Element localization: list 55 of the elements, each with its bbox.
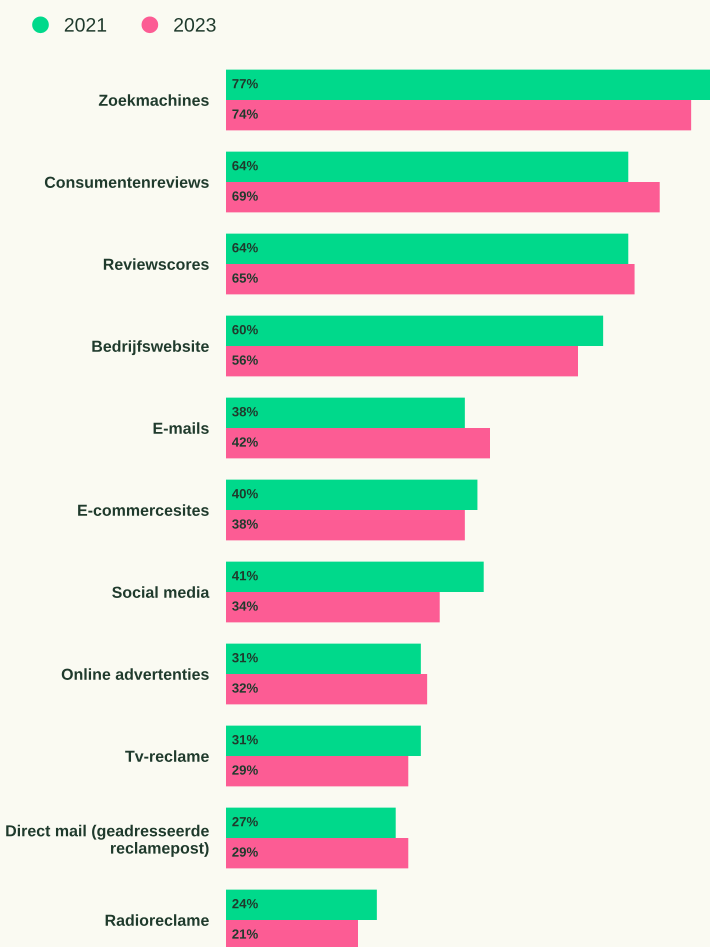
data-label: 32% [232,683,258,693]
y-tick-label: Reviewscores [104,258,209,270]
y-tick-label: Zoekmachines [98,94,209,106]
bar [226,838,408,868]
data-label: 21% [232,929,258,939]
bar [226,562,484,592]
data-label: 64% [232,243,258,252]
bar [226,70,710,100]
bar [226,644,421,674]
data-label: 77% [232,79,258,88]
bar [226,100,692,130]
y-tick-label: Radioreclame [106,914,209,926]
y-tick-label: E-commercesites [78,504,209,516]
data-label: 31% [232,735,258,744]
bar [226,674,428,704]
y-tick-label: Social media [112,586,210,598]
data-label: 69% [232,191,258,201]
data-label: 65% [232,273,258,283]
bar [226,346,578,376]
bar [226,428,490,458]
data-label: 24% [232,899,258,908]
bar [226,264,635,294]
data-label: 38% [232,519,258,529]
y-tick-label: Direct mail (geadresseerde reclamepost) [6,824,209,857]
data-label: 29% [232,847,258,857]
bar [226,480,478,510]
y-tick-label: Bedrijfswebsite [92,340,209,356]
bar [226,182,660,212]
data-label: 40% [232,489,258,498]
y-tick-label: Online advertenties [62,668,209,680]
bar [226,398,465,428]
bar [226,756,408,786]
bar [226,152,628,182]
data-label: 60% [232,325,258,334]
legend-label: 2021 [64,18,106,32]
data-label: 27% [232,817,258,826]
y-tick-label: Tv-reclame [125,750,209,762]
data-label: 74% [232,109,258,119]
data-label: 56% [232,355,258,365]
data-label: 34% [232,601,258,611]
bar [226,234,628,264]
bar [226,592,440,622]
y-tick-label: Consumentenreviews [44,176,209,188]
y-tick-label: E-mails [154,422,209,434]
data-label: 42% [232,437,258,447]
bar [226,726,421,756]
legend-label: 2023 [174,18,216,32]
data-label: 64% [232,161,258,170]
data-label: 41% [232,571,258,580]
bar [226,808,396,838]
data-label: 29% [232,765,258,775]
data-label: 31% [232,653,258,662]
data-label: 38% [232,407,258,416]
bar [226,316,604,346]
bar [226,510,465,540]
